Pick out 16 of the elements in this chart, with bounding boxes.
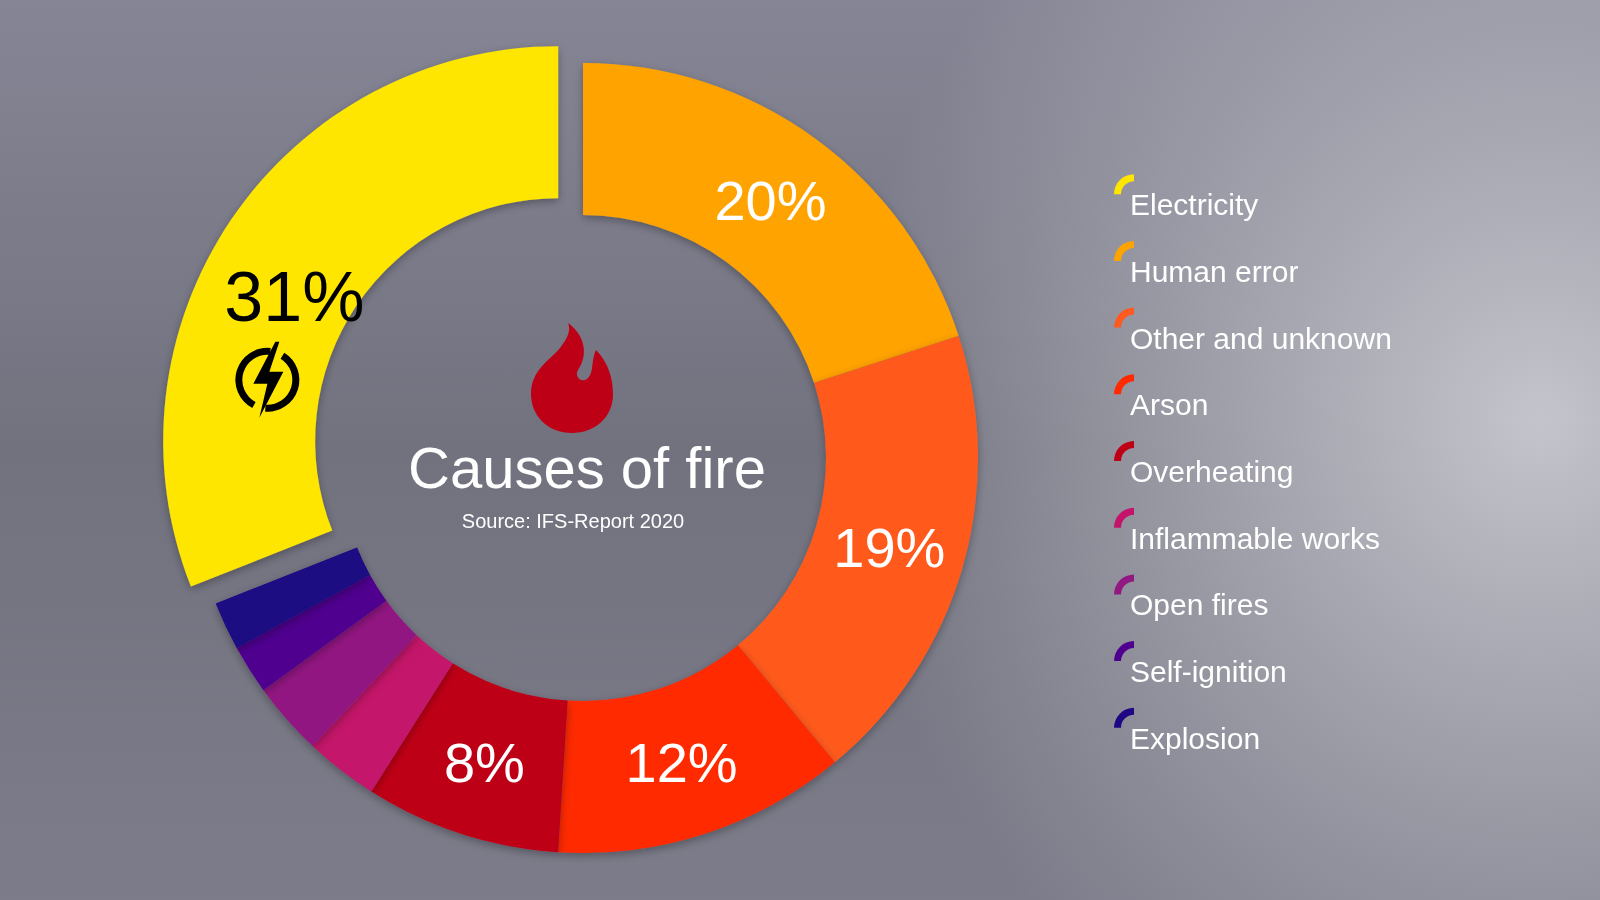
source-note: Source: IFS-Report 2020 <box>461 510 685 532</box>
legend-label: Other and unknown <box>1130 321 1392 355</box>
legend-label: Human error <box>1130 254 1299 288</box>
legend-label: Electricity <box>1130 188 1259 222</box>
legend-label: Explosion <box>1130 721 1261 755</box>
data-label: 20% <box>714 169 827 233</box>
legend-label: Arson <box>1130 388 1209 422</box>
text: Causes of fire <box>408 435 766 500</box>
data-label: 8% <box>443 730 525 794</box>
legend-label: Overheating <box>1130 455 1294 488</box>
legend-label: Self-ignition <box>1130 655 1287 689</box>
data-label: 12% <box>625 730 738 794</box>
data-label: 31% <box>224 258 365 337</box>
legend-label: Open fires <box>1130 588 1269 622</box>
data-label: 19% <box>833 516 946 580</box>
legend-label: Inflammable works <box>1130 521 1381 555</box>
